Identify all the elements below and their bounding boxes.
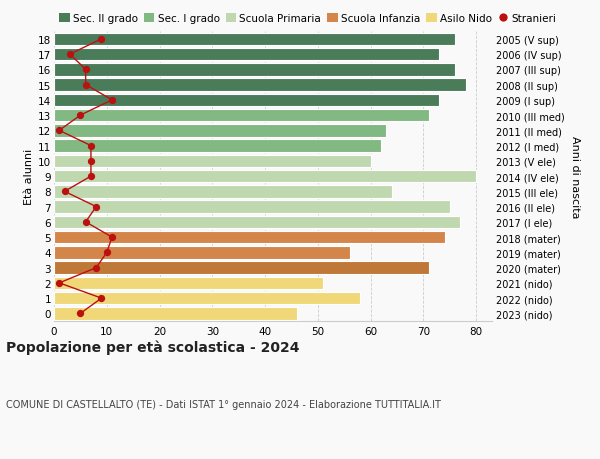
Bar — [54, 140, 381, 152]
Point — [65, 51, 74, 59]
Bar — [54, 155, 371, 168]
Bar — [54, 292, 360, 305]
Point — [107, 97, 117, 104]
Point — [91, 264, 101, 272]
Bar — [54, 170, 476, 183]
Point — [107, 234, 117, 241]
Bar — [54, 95, 439, 107]
Bar — [54, 79, 466, 92]
Bar — [54, 34, 455, 46]
Point — [97, 295, 106, 302]
Bar — [54, 246, 350, 259]
Point — [102, 249, 112, 257]
Y-axis label: Età alunni: Età alunni — [24, 149, 34, 205]
Point — [86, 158, 96, 165]
Bar — [54, 49, 439, 61]
Text: Popolazione per età scolastica - 2024: Popolazione per età scolastica - 2024 — [6, 340, 299, 354]
Bar — [54, 201, 450, 213]
Point — [55, 128, 64, 135]
Bar — [54, 262, 428, 274]
Bar — [54, 125, 386, 137]
Point — [76, 112, 85, 119]
Bar — [54, 231, 445, 244]
Point — [86, 143, 96, 150]
Point — [86, 173, 96, 180]
Point — [97, 36, 106, 44]
Text: COMUNE DI CASTELLALTO (TE) - Dati ISTAT 1° gennaio 2024 - Elaborazione TUTTITALI: COMUNE DI CASTELLALTO (TE) - Dati ISTAT … — [6, 399, 441, 409]
Point — [81, 67, 91, 74]
Point — [81, 82, 91, 89]
Bar — [54, 277, 323, 290]
Bar — [54, 186, 392, 198]
Bar — [54, 64, 455, 76]
Point — [91, 203, 101, 211]
Legend: Sec. II grado, Sec. I grado, Scuola Primaria, Scuola Infanzia, Asilo Nido, Stran: Sec. II grado, Sec. I grado, Scuola Prim… — [59, 14, 557, 24]
Point — [60, 188, 70, 196]
Point — [55, 280, 64, 287]
Point — [76, 310, 85, 317]
Point — [81, 218, 91, 226]
Bar — [54, 110, 428, 122]
Bar — [54, 216, 460, 229]
Bar — [54, 308, 297, 320]
Y-axis label: Anni di nascita: Anni di nascita — [571, 135, 580, 218]
